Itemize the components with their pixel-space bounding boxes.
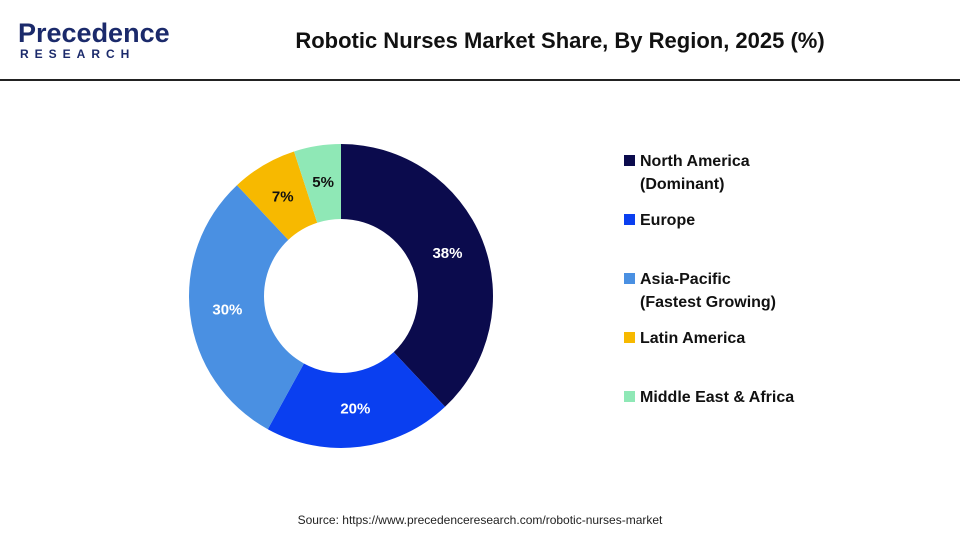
logo-name: Precedence (18, 18, 170, 48)
legend-label: Europe (640, 212, 696, 229)
legend-item: Middle East & Africa (624, 386, 794, 445)
donut-segment (267, 352, 446, 448)
donut-segment (341, 144, 493, 407)
donut-segment (294, 144, 341, 223)
logo-sub: RESEARCH (20, 47, 135, 61)
legend-item: North America (Dominant) (624, 150, 794, 209)
donut-segment (236, 151, 318, 240)
legend-label: Latin America (640, 330, 746, 347)
legend-swatch (624, 273, 635, 284)
legend-label: Middle East & Africa (640, 389, 795, 406)
source: Source: https://www.precedenceresearch.c… (298, 513, 663, 527)
legend-swatch (624, 391, 635, 402)
legend-label: Asia-Pacific (Fastest Growing) (640, 271, 777, 311)
donut-segment (188, 185, 304, 430)
data-label: 7% (272, 188, 294, 205)
legend-item: Europe (624, 209, 794, 268)
data-label: 5% (312, 174, 334, 191)
legend-swatch (624, 155, 635, 166)
chart-title: Robotic Nurses Market Share, By Region, … (295, 28, 824, 53)
data-label: 38% (432, 245, 462, 262)
legend-item: Asia-Pacific (Fastest Growing) (624, 268, 794, 327)
legend-swatch (624, 332, 635, 343)
legend-item: Latin America (624, 327, 794, 386)
data-label: 30% (212, 301, 242, 318)
data-label: 20% (340, 401, 370, 418)
legend-swatch (624, 214, 635, 225)
legend-label: North America (Dominant) (640, 153, 750, 193)
legend: North America (Dominant) Europe Asia-Pacif… (624, 150, 794, 445)
